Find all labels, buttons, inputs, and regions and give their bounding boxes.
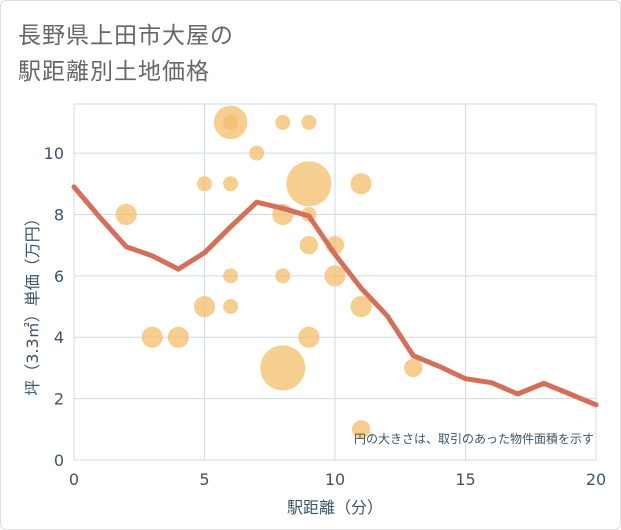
y-tick-label-3: 6 <box>54 267 64 286</box>
bubble-point-8 <box>223 268 239 284</box>
bubble-point-11 <box>275 114 291 130</box>
y-tick-label-1: 2 <box>54 390 64 409</box>
x-tick-label-1: 5 <box>199 470 209 489</box>
bubble-point-24 <box>351 420 371 439</box>
axes-layer: 0 5 10 15 20 0 2 4 6 8 10 <box>44 144 607 489</box>
x-tick-label-2: 10 <box>325 470 345 489</box>
bubble-point-6 <box>223 114 239 130</box>
y-tick-label-0: 0 <box>54 451 64 470</box>
bubble-size-note: 円の大きさは、取引のあった物件面積を示す <box>354 431 594 446</box>
bubble-point-13 <box>275 268 291 284</box>
bubble-point-25 <box>404 358 423 378</box>
bubble-point-0 <box>115 203 137 226</box>
average-price-line <box>71 184 599 408</box>
bubble-point-15 <box>301 114 317 130</box>
bubble-point-16 <box>286 161 332 207</box>
bubble-point-9 <box>223 299 239 315</box>
bubble-point-7 <box>223 176 239 192</box>
y-tick-label-4: 8 <box>54 205 64 224</box>
x-tick-label-4: 20 <box>586 470 606 489</box>
y-tick-label-5: 10 <box>44 144 64 163</box>
bubble-layer <box>115 105 423 439</box>
bubble-point-23 <box>350 295 372 318</box>
plot-border <box>73 103 597 461</box>
x-axis-label: 駅距離（分） <box>287 498 383 517</box>
bubble-point-22 <box>350 173 372 195</box>
y-tick-label-2: 4 <box>54 328 64 347</box>
bubble-point-18 <box>299 235 319 255</box>
bubble-point-10 <box>249 145 265 161</box>
x-tick-label-0: 0 <box>69 470 79 489</box>
bubble-point-1 <box>141 326 163 348</box>
bubble-point-19 <box>298 326 320 348</box>
x-tick-label-3: 15 <box>455 470 475 489</box>
y-axis-label: 坪（3.3㎡）単価（万円） <box>23 210 42 395</box>
bubble-point-2 <box>167 326 190 348</box>
bubble-point-14 <box>260 345 306 391</box>
bubble-point-3 <box>197 176 212 192</box>
chart-title-line1: 長野県上田市大屋の <box>18 23 234 49</box>
bubble-point-4 <box>193 295 216 318</box>
bubble-point-21 <box>324 265 346 287</box>
chart-title-line2: 駅距離別土地価格 <box>18 59 210 85</box>
